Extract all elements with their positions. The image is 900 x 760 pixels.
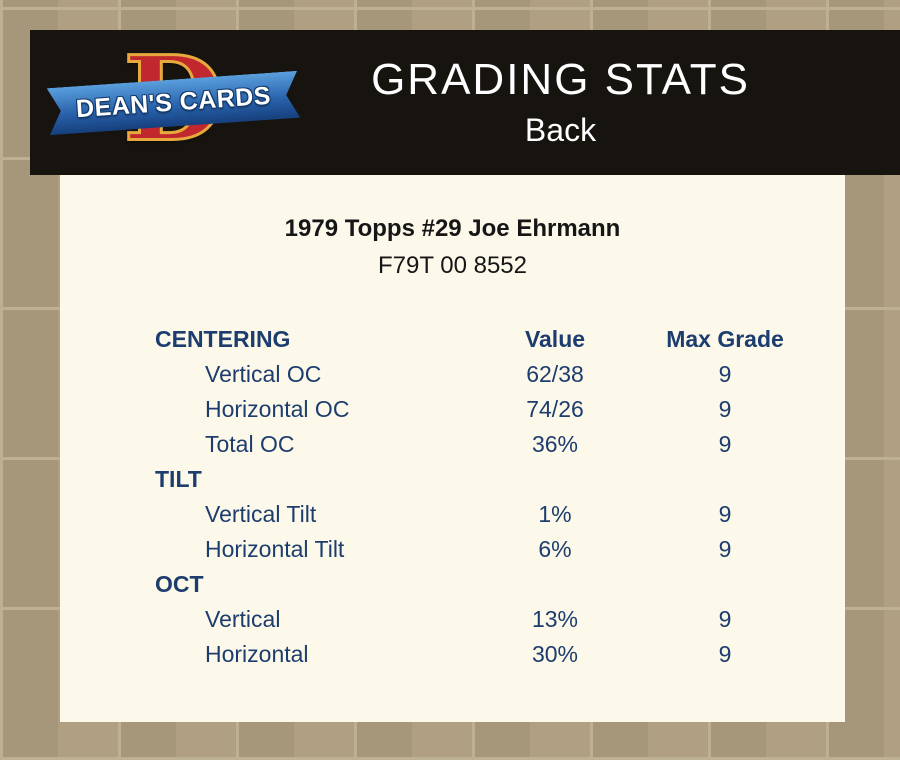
card-title: 1979 Topps #29 Joe Ehrmann [284,215,621,242]
logo-ribbon-banner: DEAN'S CARDS [47,70,301,134]
row-label: Horizontal [205,641,309,667]
column-header-max-grade: Max Grade [666,326,784,352]
content-panel: 1979 Topps #29 Joe Ehrmann F79T 00 8552 … [60,175,845,722]
deans-cards-logo[interactable]: D DEAN'S CARDS [56,39,291,167]
logo-brand-text: DEAN'S CARDS [75,81,272,123]
row-label: Vertical [205,606,281,632]
row-label: Horizontal OC [205,396,350,422]
table-data-row: Vertical Tilt 1% 9 [60,497,845,532]
row-label: Vertical OC [205,361,322,387]
table-data-row: Vertical OC 62/38 9 [60,357,845,392]
header-bar: D DEAN'S CARDS GRADING STATS Back [30,30,900,175]
row-value: 13% [531,606,579,632]
card-serial-number: F79T 00 8552 [377,252,527,279]
row-label: Total OC [205,431,295,457]
table-data-row: Vertical 13% 9 [60,602,845,637]
grading-table-body: Vertical OC 62/38 9 Horizontal OC 74/26 9 Tota… [60,357,845,672]
row-max-grade: 9 [718,431,732,457]
row-value: 6% [538,536,572,562]
row-value: 62/38 [526,361,584,387]
table-data-row: Horizontal Tilt 6% 9 [60,532,845,567]
row-max-grade: 9 [718,396,732,422]
row-value: 36% [531,431,579,457]
row-max-grade: 9 [718,361,732,387]
row-value: 74/26 [526,396,584,422]
column-header-centering: CENTERING [155,326,291,352]
section-label: TILT [155,466,202,492]
row-max-grade: 9 [718,501,732,527]
row-max-grade: 9 [718,606,732,632]
section-label: OCT [155,571,204,597]
column-header-value: Value [524,326,586,352]
page-title: GRADING STATS [371,54,750,104]
table-data-row: Horizontal 30% 9 [60,637,845,672]
header-titles: GRADING STATS Back [291,54,900,149]
table-data-row: Total OC 36% 9 [60,427,845,462]
table-section-row: TILT [60,462,845,497]
table-section-row: OCT [60,567,845,602]
row-value: 30% [531,641,579,667]
page-subtitle: Back [524,112,597,149]
table-header-row: CENTERING Value Max Grade [60,322,845,357]
row-max-grade: 9 [718,536,732,562]
row-label: Vertical Tilt [205,501,317,527]
grading-table: CENTERING Value Max Grade Vertical OC 62/… [60,322,845,672]
row-value: 1% [538,501,572,527]
table-data-row: Horizontal OC 74/26 9 [60,392,845,427]
row-max-grade: 9 [718,641,732,667]
row-label: Horizontal Tilt [205,536,345,562]
